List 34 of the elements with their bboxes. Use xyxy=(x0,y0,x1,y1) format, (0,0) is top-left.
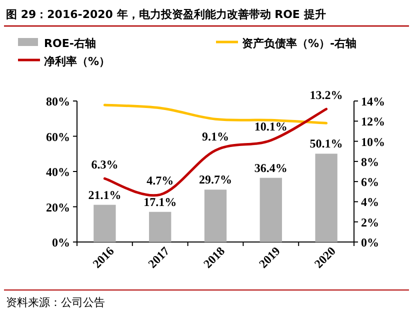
data-label: 21.1% xyxy=(88,188,122,202)
y-tick-label: 20% xyxy=(46,200,70,214)
legend-label: 净利率（%） xyxy=(44,55,110,68)
y-tick-label: 40% xyxy=(46,165,70,179)
bar xyxy=(94,204,116,242)
text: 资料来源：公司公告 xyxy=(6,296,105,309)
y-tick-label: 0% xyxy=(52,236,70,250)
y2-tick-label: 0% xyxy=(361,236,379,250)
bar xyxy=(204,190,227,242)
data-label: 10.1% xyxy=(254,119,288,134)
legend-label: 资产负债率（%）-右轴 xyxy=(242,37,357,50)
y2-tick-label: 6% xyxy=(361,175,379,190)
data-label: 17.1% xyxy=(144,194,177,209)
y2-tick-label: 4% xyxy=(361,195,379,210)
data-label: 13.2% xyxy=(310,88,343,102)
data-label: 6.3% xyxy=(91,158,118,172)
chart-title: 图 29：2016-2020 年，电力投资盈利能力改善带动 ROE 提升 xyxy=(6,8,326,21)
data-label: 29.7% xyxy=(199,172,232,187)
y-tick-label: 80% xyxy=(46,94,70,108)
bar xyxy=(149,212,172,242)
data-label: 4.7% xyxy=(146,174,174,188)
y-tick-label: 60% xyxy=(46,130,70,144)
bar xyxy=(260,178,282,242)
line-series xyxy=(103,104,328,124)
y2-tick-label: 14% xyxy=(361,94,385,108)
y2-tick-label: 10% xyxy=(361,134,385,149)
y2-tick-label: 12% xyxy=(361,114,385,129)
data-label: 50.1% xyxy=(310,136,343,151)
bar xyxy=(315,154,338,242)
data-label: 36.4% xyxy=(254,160,288,175)
data-label: 9.1% xyxy=(202,129,229,144)
legend-label: ROE-右轴 xyxy=(44,37,96,50)
y2-tick-label: 2% xyxy=(361,215,379,230)
y2-tick-label: 8% xyxy=(361,154,379,169)
